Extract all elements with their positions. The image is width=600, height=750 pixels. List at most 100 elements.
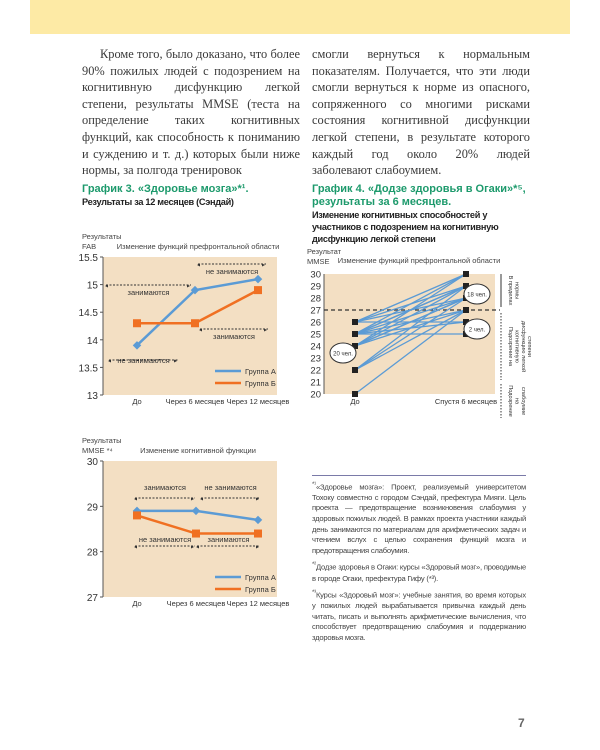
data-point <box>192 529 200 538</box>
data-point <box>133 511 141 520</box>
y-tick-label: 20 <box>310 389 321 400</box>
chart3-subtitle: Результаты за 12 месяцев (Сэндай) <box>82 196 234 207</box>
y-tick-label: 26 <box>310 317 321 328</box>
data-point <box>191 506 201 515</box>
x-tick-label: Через 12 месяцев <box>227 397 290 406</box>
footnote: *²Додзе здоровья в Огаки: курсы «Здоровы… <box>312 562 526 583</box>
participant-line <box>354 273 467 323</box>
arrow-head: ◂ <box>196 544 199 550</box>
data-point <box>352 330 358 337</box>
range-label: В пределахнормы <box>507 275 519 305</box>
y-axis-label: MMSE <box>307 257 330 266</box>
count-bubble <box>463 283 491 305</box>
arrow-head: ▸ <box>174 358 177 364</box>
chart4-title: График 4. «Додзе здоровья в Огаки»*⁵, ре… <box>312 182 526 208</box>
participant-line <box>354 321 467 335</box>
x-tick-label: Через 6 месяцев <box>166 397 225 406</box>
arrow-head: ▸ <box>262 262 265 268</box>
y-axis-label: MMSE *⁴ <box>82 446 113 455</box>
arrow-head: ◂ <box>200 496 203 502</box>
data-point <box>133 318 141 327</box>
data-point <box>191 318 199 327</box>
footnote: *³Курсы «Здоровый мозг»: учебные занятия… <box>312 590 526 643</box>
right-column: График 4. «Додзе здоровья в Огаки»*⁵, ре… <box>307 182 532 648</box>
body-column-1: Кроме того, было доказано, что более 90%… <box>82 46 300 179</box>
data-point <box>463 318 469 325</box>
count-bubble <box>463 318 491 340</box>
data-point <box>352 342 358 349</box>
body-text: смогли вернуться к нормальным показателя… <box>312 47 530 178</box>
arrow-head: ◂ <box>197 262 200 268</box>
chart4-subtitle: Изменение когнитивных способностей у уча… <box>312 209 499 244</box>
y-tick-label: 22 <box>310 365 321 376</box>
chart-title: Изменение функций префронтальной области <box>338 256 501 265</box>
y-axis-label: Результаты <box>82 436 122 445</box>
data-point <box>352 390 358 397</box>
y-tick-label: 29 <box>87 502 99 513</box>
y-tick-label: 30 <box>310 269 321 280</box>
arrow-head: ◂ <box>105 283 108 289</box>
y-tick-label: 24 <box>310 341 321 352</box>
chart3-header: График 3. «Здоровье мозга»*¹. Результаты… <box>82 183 300 217</box>
y-tick-label: 15.5 <box>79 253 99 264</box>
participant-line <box>354 273 467 335</box>
count-label: 18 чел. <box>467 292 487 298</box>
annotation-label: занимаются <box>208 535 250 544</box>
legend-label: Группа Б <box>245 585 276 594</box>
y-tick-label: 28 <box>310 293 321 304</box>
y-axis-label: Результат <box>307 247 342 256</box>
arrow-head: ▸ <box>264 327 267 333</box>
x-tick-label: Через 12 месяцев <box>227 599 290 608</box>
annotation-label: не занимаются <box>117 356 169 365</box>
body-column-2: смогли вернуться к нормальным показателя… <box>312 46 530 179</box>
chart-title: Изменение функций префронтальной области <box>117 242 280 251</box>
range-label: Подозрение накогнитивнуюдисфункцию легко… <box>507 321 532 372</box>
y-tick-label: 25 <box>310 329 321 340</box>
annotation-label: не занимаются <box>206 267 258 276</box>
arrow-head: ◂ <box>134 496 137 502</box>
data-point <box>463 282 469 289</box>
data-point <box>254 285 262 294</box>
plot-background <box>103 460 277 597</box>
count-bubble <box>329 342 357 364</box>
y-axis-label: FAB <box>82 242 96 251</box>
annotation-label: занимаются <box>144 483 186 492</box>
body-text: Кроме того, было доказано, что более 90%… <box>82 47 300 178</box>
arrow-head: ▸ <box>187 283 190 289</box>
y-axis-label: Результаты <box>82 232 122 241</box>
annotation-label: не занимаются <box>204 483 256 492</box>
y-tick-label: 27 <box>310 305 321 316</box>
y-tick-label: 23 <box>310 353 321 364</box>
y-tick-label: 13 <box>87 391 99 402</box>
legend-label: Группа А <box>245 573 276 582</box>
x-tick-label: До <box>132 397 141 406</box>
participant-line <box>354 297 467 347</box>
annotation-label: занимаются <box>213 332 255 341</box>
page-number: 7 <box>518 716 525 730</box>
annotation-label: не занимаются <box>139 535 191 544</box>
data-point <box>254 529 262 538</box>
data-point <box>253 515 263 524</box>
legend-label: Группа А <box>245 367 276 376</box>
footnotes: *¹«Здоровье мозга»: Проект, реализуемый … <box>312 474 526 644</box>
data-point <box>352 318 358 325</box>
y-tick-label: 30 <box>87 457 99 468</box>
participant-line <box>354 285 467 347</box>
range-label: Подозрениенаслабоумие <box>507 385 526 416</box>
arrow-head: ▸ <box>256 544 259 550</box>
chart-title: Изменение когнитивной функции <box>140 446 256 455</box>
page-content: Кроме того, было доказано, что более 90%… <box>79 46 533 648</box>
charts-row: График 3. «Здоровье мозга»*¹. Результаты… <box>79 182 533 648</box>
participant-line <box>354 309 467 371</box>
arrow-head: ◂ <box>134 544 137 550</box>
y-tick-label: 15 <box>87 280 99 291</box>
y-tick-label: 13.5 <box>79 363 99 374</box>
data-point <box>463 270 469 277</box>
footnote: *¹«Здоровье мозга»: Проект, реализуемый … <box>312 481 526 555</box>
arrow-head: ◂ <box>108 358 111 364</box>
count-label: 2 чел. <box>469 327 486 333</box>
header-band <box>30 0 570 34</box>
